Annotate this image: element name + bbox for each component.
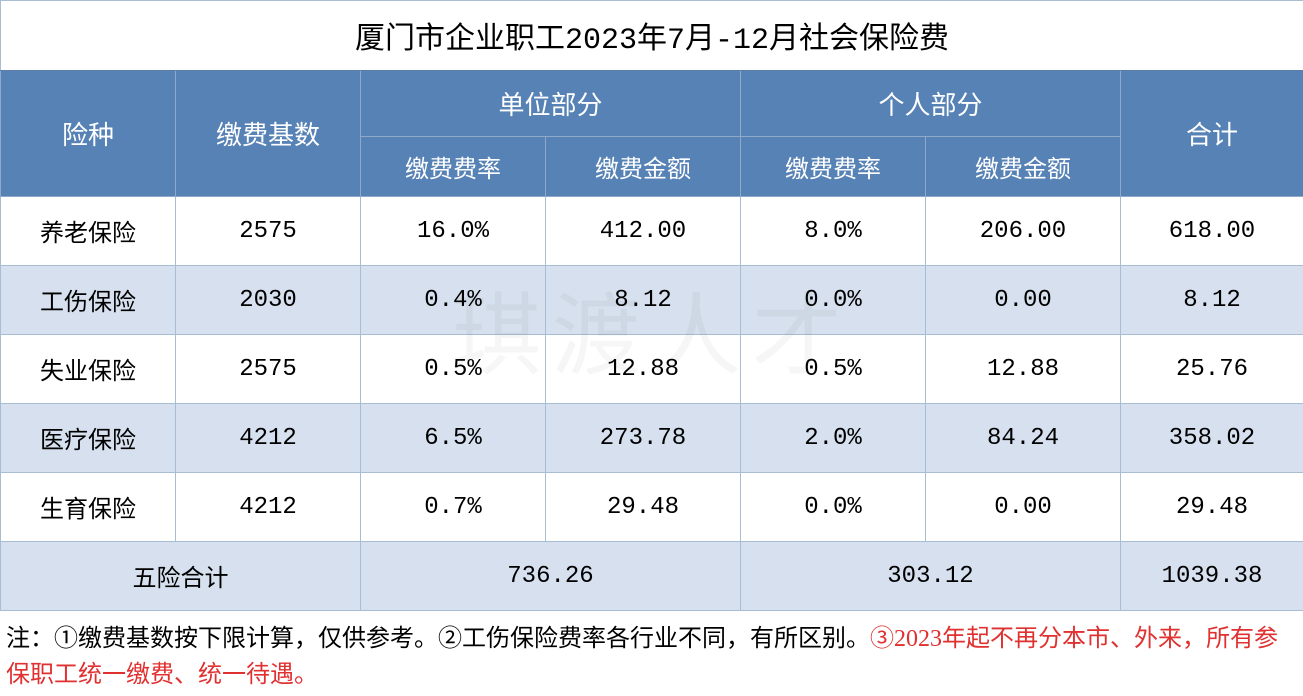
cell-type: 养老保险 [1,197,176,266]
header-personal: 个人部分 [741,71,1121,137]
header-total: 合计 [1121,71,1303,197]
cell-type: 工伤保险 [1,266,176,335]
table-row: 生育保险 4212 0.7% 29.48 0.0% 0.00 29.48 [1,473,1303,542]
cell-total: 358.02 [1121,404,1303,473]
cell-per-amt: 206.00 [926,197,1121,266]
header-per-rate: 缴费费率 [741,137,926,197]
cell-per-rate: 8.0% [741,197,926,266]
table-row: 养老保险 2575 16.0% 412.00 8.0% 206.00 618.0… [1,197,1303,266]
table-row: 工伤保险 2030 0.4% 8.12 0.0% 0.00 8.12 [1,266,1303,335]
cell-emp-amt: 12.88 [546,335,741,404]
cell-per-rate: 2.0% [741,404,926,473]
summary-row: 五险合计 736.26 303.12 1039.38 [1,542,1303,611]
summary-per-total: 303.12 [741,542,1121,611]
cell-type: 医疗保险 [1,404,176,473]
footnote: 注：①缴费基数按下限计算，仅供参考。②工伤保险费率各行业不同，有所区别。③202… [0,611,1303,696]
summary-label: 五险合计 [1,542,361,611]
table-row: 医疗保险 4212 6.5% 273.78 2.0% 84.24 358.02 [1,404,1303,473]
insurance-table: 厦门市企业职工2023年7月-12月社会保险费 险种 缴费基数 单位部分 个人部… [0,0,1303,611]
table-title: 厦门市企业职工2023年7月-12月社会保险费 [1,1,1303,71]
cell-per-amt: 12.88 [926,335,1121,404]
cell-per-rate: 0.0% [741,473,926,542]
cell-type: 失业保险 [1,335,176,404]
cell-base: 4212 [176,404,361,473]
cell-base: 2575 [176,197,361,266]
header-base: 缴费基数 [176,71,361,197]
cell-emp-rate: 0.5% [361,335,546,404]
cell-emp-rate: 0.7% [361,473,546,542]
cell-emp-rate: 16.0% [361,197,546,266]
insurance-table-container: 厦门市企业职工2023年7月-12月社会保险费 险种 缴费基数 单位部分 个人部… [0,0,1303,696]
cell-per-rate: 0.5% [741,335,926,404]
cell-emp-amt: 8.12 [546,266,741,335]
header-employer: 单位部分 [361,71,741,137]
cell-emp-amt: 273.78 [546,404,741,473]
summary-emp-total: 736.26 [361,542,741,611]
cell-base: 4212 [176,473,361,542]
header-per-amount: 缴费金额 [926,137,1121,197]
cell-total: 25.76 [1121,335,1303,404]
cell-emp-rate: 6.5% [361,404,546,473]
title-row: 厦门市企业职工2023年7月-12月社会保险费 [1,1,1303,71]
header-row-1: 险种 缴费基数 单位部分 个人部分 合计 [1,71,1303,137]
header-emp-rate: 缴费费率 [361,137,546,197]
cell-total: 8.12 [1121,266,1303,335]
cell-base: 2030 [176,266,361,335]
table-row: 失业保险 2575 0.5% 12.88 0.5% 12.88 25.76 [1,335,1303,404]
cell-per-rate: 0.0% [741,266,926,335]
header-type: 险种 [1,71,176,197]
cell-per-amt: 0.00 [926,266,1121,335]
cell-emp-amt: 29.48 [546,473,741,542]
cell-total: 29.48 [1121,473,1303,542]
summary-grand-total: 1039.38 [1121,542,1303,611]
cell-emp-rate: 0.4% [361,266,546,335]
cell-base: 2575 [176,335,361,404]
footnote-part1: 注：①缴费基数按下限计算，仅供参考。②工伤保险费率各行业不同，有所区别。 [6,626,870,652]
cell-emp-amt: 412.00 [546,197,741,266]
cell-per-amt: 84.24 [926,404,1121,473]
cell-type: 生育保险 [1,473,176,542]
cell-per-amt: 0.00 [926,473,1121,542]
cell-total: 618.00 [1121,197,1303,266]
header-emp-amount: 缴费金额 [546,137,741,197]
